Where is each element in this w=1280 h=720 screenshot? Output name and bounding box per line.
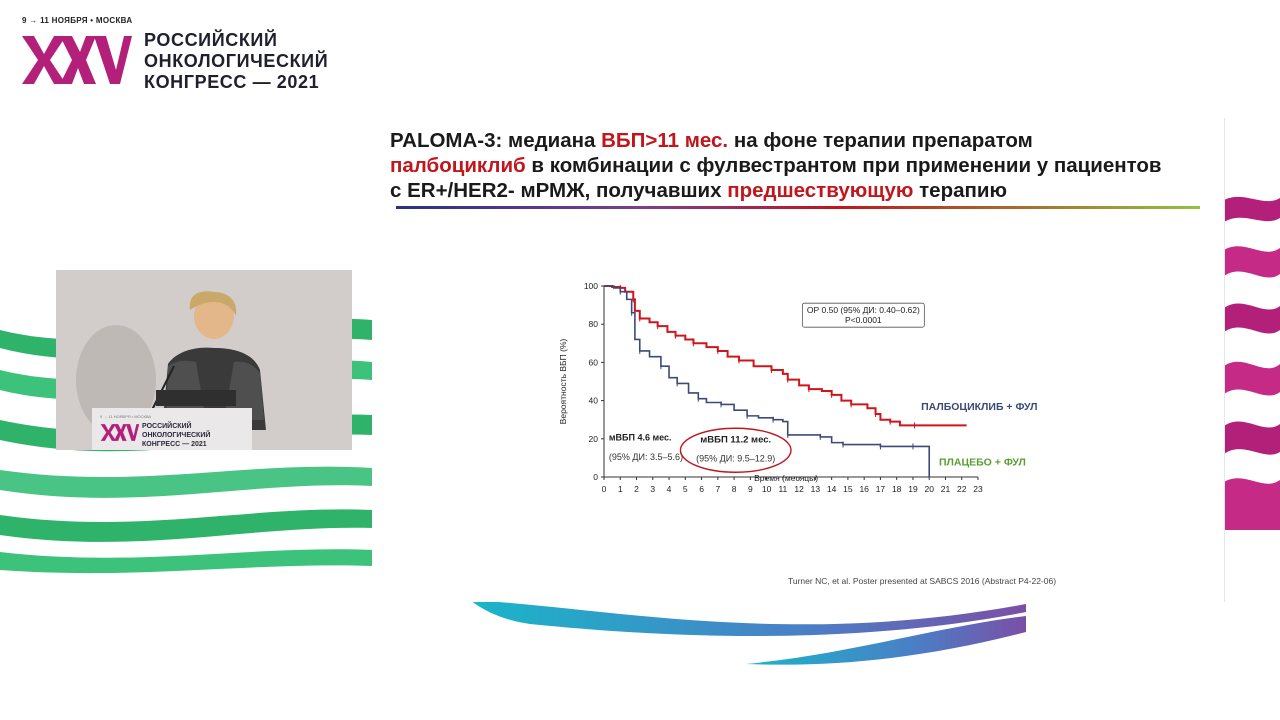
blue-purple-wave-decoration xyxy=(470,600,1026,665)
x-tick-label: 6 xyxy=(699,484,704,494)
x-tick-label: 0 xyxy=(602,484,607,494)
x-axis-label: Время (месяцы) xyxy=(754,473,818,483)
median-highlight-ellipse xyxy=(679,427,792,473)
title-highlight: предшествующую xyxy=(727,179,914,202)
x-tick-label: 12 xyxy=(794,484,804,494)
title-text: в комбинации с фулвестрантом при примене… xyxy=(525,154,1162,177)
series-line-palbociclib xyxy=(604,285,967,427)
km-survival-chart: 0 1 2 3 4 5 6 7 8 9 10 11 12 13 14 15 16 17 18 19 20 21 22 2302… xyxy=(558,281,1038,494)
median-palbociclib-label: мВБП 11.2 мес. xyxy=(700,435,771,446)
title-text: на фоне терапии препаратом xyxy=(728,129,1033,152)
x-tick-label: 10 xyxy=(762,484,772,494)
x-tick-label: 1 xyxy=(618,484,623,494)
title-gradient-rule xyxy=(396,206,1200,209)
citation: Turner NC, et al. Poster presented at SA… xyxy=(788,576,1057,586)
x-tick-label: 5 xyxy=(683,484,688,494)
legend-label-placebo: ПЛАЦЕБО + ФУЛ xyxy=(939,457,1026,469)
svg-text:9 → 11 НОЯБРЯ • МОСКВА: 9 → 11 НОЯБРЯ • МОСКВА xyxy=(100,414,151,419)
congress-title-line-1: РОССИЙСКИЙ xyxy=(144,30,278,50)
podium-line-3: КОНГРЕСС — 2021 xyxy=(142,441,207,448)
y-tick-label: 60 xyxy=(589,357,599,367)
y-tick-label: 40 xyxy=(589,396,599,406)
p-value-text: P<0.0001 xyxy=(845,315,882,325)
y-tick-label: 80 xyxy=(589,319,599,329)
chart-series xyxy=(604,284,967,477)
podium-line-1: РОССИЙСКИЙ xyxy=(142,421,192,430)
hazard-ratio-frame xyxy=(801,302,925,328)
title-highlight: палбоциклиб xyxy=(390,154,526,177)
x-tick-label: 23 xyxy=(973,484,983,494)
x-tick-label: 4 xyxy=(667,484,672,494)
title-highlight: ВБП>11 мес. xyxy=(601,129,729,152)
presentation-slide: PALOMA-3: медиана ВБП>11 мес. на фоне те… xyxy=(378,118,1225,602)
speaker-video: 9 → 11 НОЯБРЯ • МОСКВА РОССИЙСКИЙ ОНКОЛО… xyxy=(56,270,352,450)
congress-logo xyxy=(22,36,132,84)
congress-title-line-2: ОНКОЛОГИЧЕСКИЙ xyxy=(144,51,329,71)
median-placebo-label: мВБП 4.6 мес. xyxy=(609,433,672,443)
legend-label-palbociclib: ПАЛБОЦИКЛИБ + ФУЛ xyxy=(921,401,1037,413)
x-tick-label: 21 xyxy=(941,484,951,494)
slide-title-line-1: PALOMA-3: медиана ВБП>11 мес. на фоне те… xyxy=(390,128,1220,153)
y-tick-label: 100 xyxy=(584,281,598,291)
x-tick-label: 8 xyxy=(732,484,737,494)
congress-title-line-3: КОНГРЕСС — 2021 xyxy=(144,72,320,92)
x-tick-label: 2 xyxy=(634,484,639,494)
title-text: PALOMA-3: медиана xyxy=(390,129,602,152)
chart-annotations: ОР 0.50 (95% ДИ: 0.40–0.62)P<0.0001 ПАЛБО… xyxy=(609,302,1038,473)
x-tick-label: 7 xyxy=(715,484,720,494)
x-tick-label: 19 xyxy=(908,484,918,494)
slide-title-line-3: с ER+/HER2- мРМЖ, получавших предшествую… xyxy=(390,178,1220,203)
x-tick-label: 22 xyxy=(957,484,967,494)
magenta-wave-decoration xyxy=(1224,196,1280,530)
x-tick-label: 3 xyxy=(650,484,655,494)
slide-title: PALOMA-3: медиана ВБП>11 мес. на фоне те… xyxy=(390,128,1220,203)
hazard-ratio-box: ОР 0.50 (95% ДИ: 0.40–0.62)P<0.0001 xyxy=(801,302,925,328)
x-tick-label: 20 xyxy=(924,484,934,494)
median-placebo-ci: (95% ДИ: 3.5–5.6) xyxy=(609,452,683,462)
chart-axes: 0 1 2 3 4 5 6 7 8 9 10 11 12 13 14 15 16 17 18 19 20 21 22 2302… xyxy=(558,281,983,494)
hazard-ratio-text: ОР 0.50 (95% ДИ: 0.40–0.62) xyxy=(807,305,920,315)
event-dates: 9 → 11 НОЯБРЯ • МОСКВА xyxy=(22,16,133,25)
y-axis-label: Вероятность ВБП (%) xyxy=(558,339,568,425)
median-palbociclib-ci: (95% ДИ: 9.5–12.9) xyxy=(696,454,775,464)
x-tick-label: 13 xyxy=(811,484,821,494)
x-tick-label: 9 xyxy=(748,484,753,494)
x-tick-label: 16 xyxy=(859,484,869,494)
title-text: терапию xyxy=(913,179,1007,202)
x-tick-label: 17 xyxy=(876,484,886,494)
title-text: с ER+/HER2- мРМЖ, получавших xyxy=(390,179,728,202)
x-tick-label: 11 xyxy=(778,484,787,494)
x-tick-label: 14 xyxy=(827,484,837,494)
podium-line-2: ОНКОЛОГИЧЕСКИЙ xyxy=(142,430,210,439)
y-tick-label: 20 xyxy=(589,434,599,444)
x-tick-label: 15 xyxy=(843,484,853,494)
x-tick-label: 18 xyxy=(892,484,902,494)
slide-title-line-2: палбоциклиб в комбинации с фулвестрантом… xyxy=(390,153,1220,178)
y-tick-label: 0 xyxy=(593,472,598,482)
congress-title: РОССИЙСКИЙ ОНКОЛОГИЧЕСКИЙ КОНГРЕСС — 202… xyxy=(144,30,328,93)
